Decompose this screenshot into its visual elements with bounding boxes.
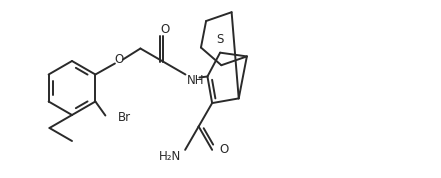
Text: NH: NH <box>187 74 204 87</box>
Text: H₂N: H₂N <box>159 150 181 163</box>
Text: O: O <box>219 143 228 156</box>
Text: S: S <box>217 33 224 46</box>
Text: O: O <box>114 53 123 66</box>
Text: O: O <box>161 23 169 36</box>
Text: Br: Br <box>117 111 131 124</box>
